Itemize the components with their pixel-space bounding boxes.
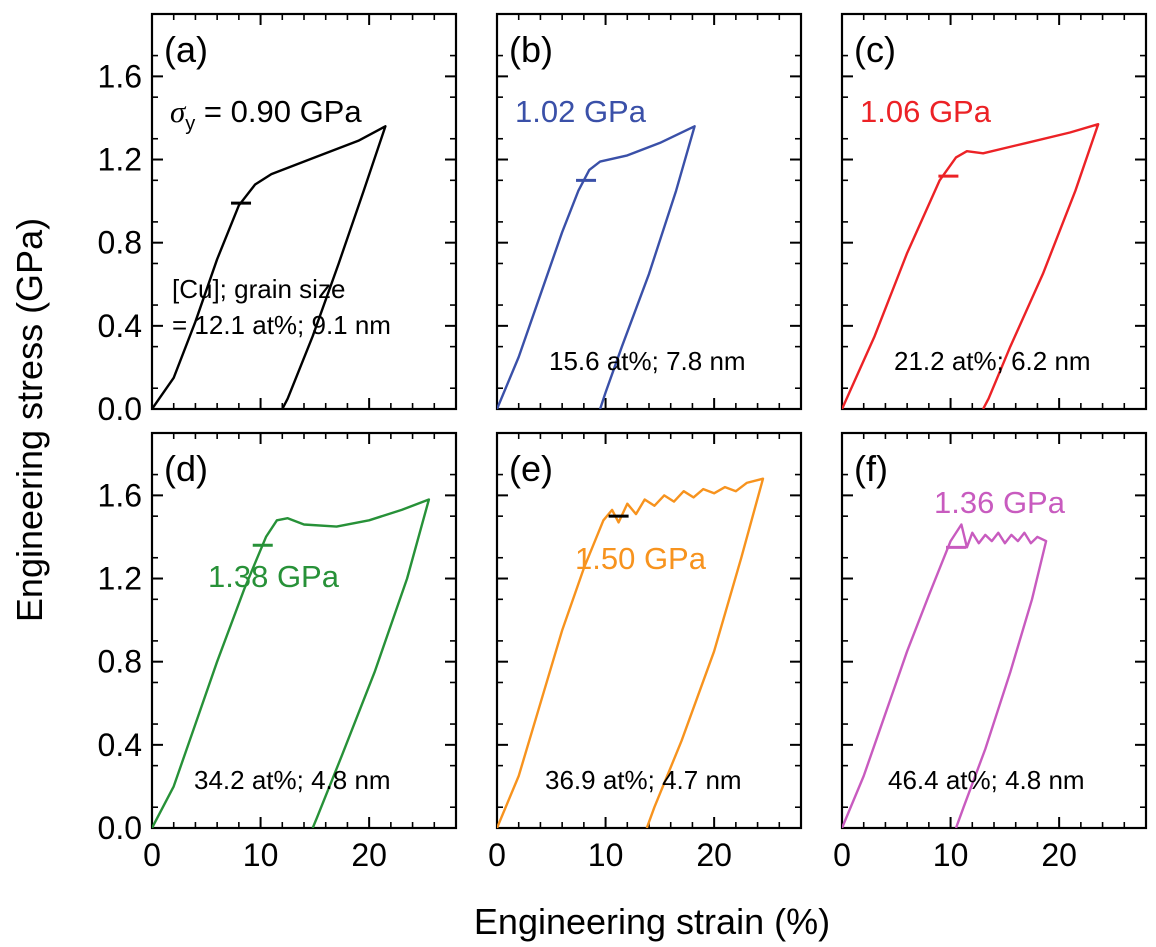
composition-note: 34.2 at%; 4.8 nm <box>194 765 391 795</box>
stress-strain-curve <box>842 523 1048 828</box>
y-tick-label: 1.2 <box>98 142 142 178</box>
panel-label: (a) <box>164 29 208 70</box>
x-tick-label: 0 <box>143 837 161 873</box>
stress-strain-curve <box>497 477 765 828</box>
yield-stress-label: σy = 0.90 GPa <box>170 94 362 135</box>
yield-stress-label: 1.06 GPa <box>860 94 992 129</box>
panel-label: (c) <box>854 29 896 70</box>
composition-note: = 12.1 at%; 9.1 nm <box>172 310 391 340</box>
x-tick-label: 20 <box>696 837 732 873</box>
y-tick-label: 0.8 <box>98 644 142 680</box>
y-tick-label: 0.0 <box>98 810 142 846</box>
x-axis-label: Engineering strain (%) <box>474 901 830 942</box>
x-tick-label: 20 <box>1041 837 1077 873</box>
composition-note: 15.6 at%; 7.8 nm <box>549 346 746 376</box>
stress-strain-curve <box>152 125 387 409</box>
composition-note: 21.2 at%; 6.2 nm <box>894 346 1091 376</box>
panels: 0.0 0.4 0.8 1.2 1.6 (a) σy = 0.90 GPa [Cu]; gra… <box>98 12 1148 873</box>
x-tick-label: 10 <box>933 837 969 873</box>
y-axis-label: Engineering stress (GPa) <box>9 218 50 622</box>
y-tick-label: 0.8 <box>98 225 142 261</box>
y-tick-label: 1.6 <box>98 477 142 513</box>
x-tick-label: 20 <box>351 837 387 873</box>
panel-c: (c) 1.06 GPa 21.2 at%; 6.2 nm <box>840 12 1148 411</box>
panel-a: 0.0 0.4 0.8 1.2 1.6 (a) σy = 0.90 GPa [Cu]; gra… <box>98 12 458 427</box>
composition-note: 36.9 at%; 4.7 nm <box>545 765 742 795</box>
yield-stress-label: 1.50 GPa <box>575 541 707 576</box>
composition-note: 46.4 at%; 4.8 nm <box>888 765 1085 795</box>
panel-b: (b) 1.02 GPa 15.6 at%; 7.8 nm <box>495 12 803 411</box>
x-tick-label: 0 <box>488 837 506 873</box>
panel-e: 0 10 20 (e) 1.50 GPa 36.9 at%; 4.7 nm <box>488 431 803 873</box>
y-tick-label: 0.4 <box>98 308 142 344</box>
stress-strain-curve <box>152 498 431 828</box>
panel-d: 0 10 20 0.0 0.4 0.8 1.2 1.6 (d) 1.38 GPa 34.2 at%;… <box>98 431 458 873</box>
yield-stress-label: 1.36 GPa <box>934 485 1066 520</box>
x-tick-label: 10 <box>243 837 279 873</box>
stress-strain-curve <box>842 123 1100 409</box>
y-tick-label: 0.0 <box>98 391 142 427</box>
y-tick-label: 1.2 <box>98 561 142 597</box>
plot-frame <box>150 12 458 411</box>
y-tick-label: 0.4 <box>98 727 142 763</box>
yield-stress-label: 1.02 GPa <box>515 94 647 129</box>
composition-note: [Cu]; grain size <box>172 274 345 304</box>
panel-label: (f) <box>854 448 888 489</box>
panel-label: (e) <box>509 448 553 489</box>
stress-strain-curve <box>497 125 696 409</box>
panel-label: (b) <box>509 29 553 70</box>
panel-f: 0 10 20 (f) 1.36 GPa 46.4 at%; 4.8 nm <box>833 431 1148 873</box>
x-tick-label: 10 <box>588 837 624 873</box>
yield-stress-label: 1.38 GPa <box>208 559 340 594</box>
y-tick-label: 1.6 <box>98 58 142 94</box>
panel-label: (d) <box>164 448 208 489</box>
x-tick-label: 0 <box>833 837 851 873</box>
